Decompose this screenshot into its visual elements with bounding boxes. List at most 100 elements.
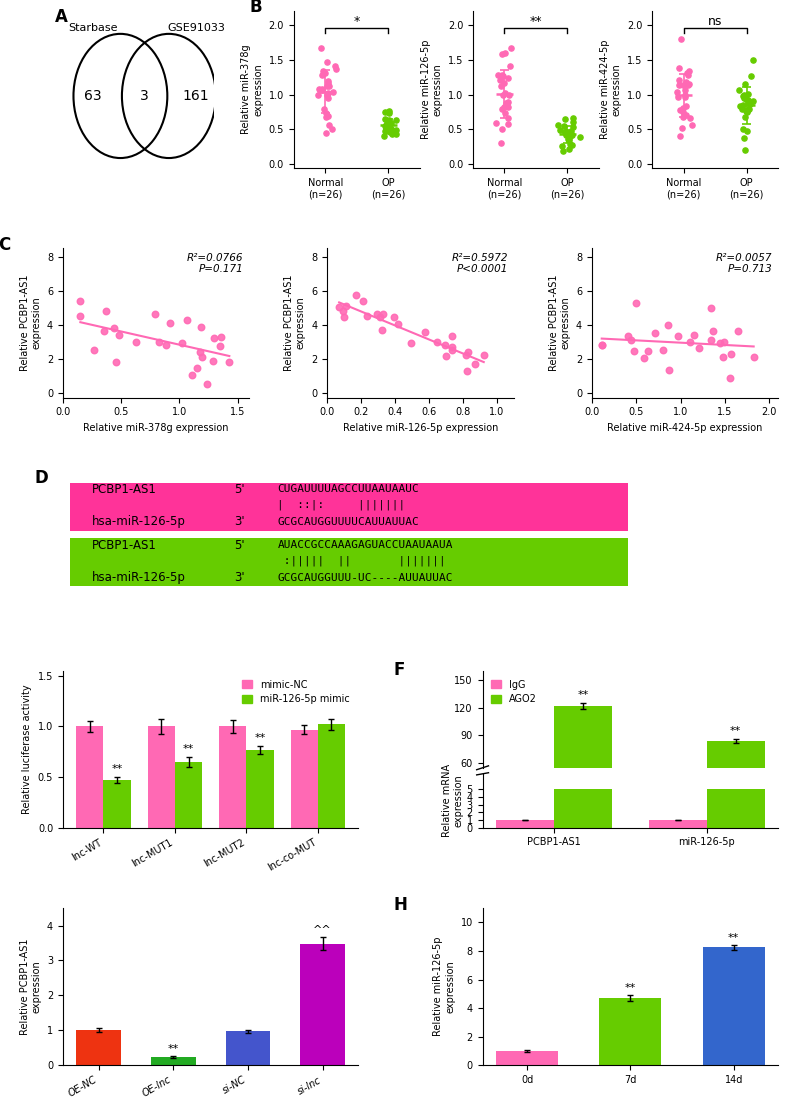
Point	[201, 376, 214, 393]
Point	[740, 103, 753, 121]
Point	[380, 115, 393, 133]
Point	[468, 356, 481, 373]
Point	[313, 80, 325, 98]
Bar	[219, 727, 246, 828]
Point	[494, 78, 507, 96]
Point	[340, 298, 353, 315]
Text: 3': 3'	[234, 515, 245, 528]
Point	[560, 123, 573, 141]
Point	[558, 116, 571, 134]
Point	[717, 348, 729, 366]
Y-axis label: Relative miR-378g
expression: Relative miR-378g expression	[241, 45, 263, 134]
Text: GCGCAUGGUUU-UC----AUUAUUAC: GCGCAUGGUUU-UC----AUUAUUAC	[277, 573, 453, 583]
Point	[74, 307, 86, 325]
Point	[460, 346, 472, 363]
Text: ns: ns	[708, 14, 722, 27]
Point	[741, 91, 754, 109]
Point	[566, 117, 578, 135]
Point	[684, 334, 696, 351]
Point	[625, 330, 637, 348]
Point	[112, 326, 125, 344]
Point	[739, 108, 751, 125]
Point	[498, 44, 511, 61]
Text: D: D	[35, 469, 48, 488]
Text: **: **	[167, 1043, 179, 1054]
Point	[384, 120, 397, 137]
Bar	[318, 725, 345, 828]
Point	[383, 121, 395, 138]
Point	[318, 100, 330, 117]
Point	[322, 116, 335, 134]
Point	[622, 327, 634, 345]
Point	[683, 110, 696, 127]
Point	[677, 103, 689, 121]
Bar	[496, 820, 554, 828]
Point	[552, 116, 564, 134]
Point	[325, 120, 338, 137]
Point	[566, 136, 578, 154]
Point	[563, 141, 575, 158]
Point	[382, 121, 395, 138]
Point	[673, 71, 685, 89]
X-axis label: Relative miR-378g expression: Relative miR-378g expression	[83, 423, 229, 433]
Bar	[554, 706, 612, 819]
Point	[736, 87, 749, 104]
Point	[322, 77, 335, 94]
Point	[662, 316, 674, 334]
Point	[321, 71, 334, 89]
Point	[564, 135, 576, 153]
Y-axis label: Relative PCBP1-AS1
expression: Relative PCBP1-AS1 expression	[285, 274, 306, 371]
Point	[733, 98, 746, 115]
Point	[501, 69, 514, 87]
Point	[74, 292, 86, 310]
Bar	[226, 1031, 270, 1065]
Point	[107, 320, 119, 337]
Point	[381, 120, 394, 137]
Point	[679, 98, 692, 115]
Point	[692, 339, 705, 357]
Legend: mimic-NC, miR-126-5p mimic: mimic-NC, miR-126-5p mimic	[239, 675, 354, 708]
Text: 63: 63	[84, 89, 102, 103]
Point	[502, 115, 515, 133]
Y-axis label: Relative miR-126-5p
expression: Relative miR-126-5p expression	[421, 40, 443, 139]
Point	[384, 115, 396, 133]
Point	[736, 120, 749, 137]
Point	[705, 332, 718, 349]
Point	[680, 74, 692, 91]
Point	[321, 86, 333, 103]
Point	[498, 75, 510, 92]
Point	[207, 352, 219, 370]
Point	[671, 327, 684, 345]
X-axis label: Relative miR-424-5p expression: Relative miR-424-5p expression	[608, 423, 762, 433]
Point	[663, 361, 675, 379]
Text: **: **	[730, 726, 741, 736]
Point	[495, 67, 508, 85]
Point	[718, 333, 730, 350]
Point	[337, 307, 350, 325]
Point	[747, 348, 760, 366]
Text: **: **	[112, 764, 123, 774]
Point	[383, 116, 395, 134]
Point	[563, 131, 575, 148]
Point	[565, 122, 578, 139]
Point	[505, 40, 517, 57]
Point	[388, 309, 401, 326]
Point	[314, 40, 327, 57]
Text: PCBP1-AS1: PCBP1-AS1	[91, 483, 156, 496]
Point	[628, 343, 641, 360]
Point	[382, 113, 395, 131]
Point	[741, 86, 754, 103]
Point	[97, 322, 110, 339]
Text: **: **	[530, 14, 542, 27]
Point	[431, 333, 443, 350]
Point	[725, 345, 737, 362]
Point	[656, 341, 669, 359]
Y-axis label: Relative mRNA
expression: Relative mRNA expression	[443, 764, 464, 838]
Point	[389, 121, 402, 138]
Point	[185, 367, 198, 384]
Point	[373, 309, 386, 326]
Point	[738, 130, 751, 147]
Point	[496, 121, 509, 138]
Point	[382, 111, 395, 128]
Point	[596, 336, 608, 354]
